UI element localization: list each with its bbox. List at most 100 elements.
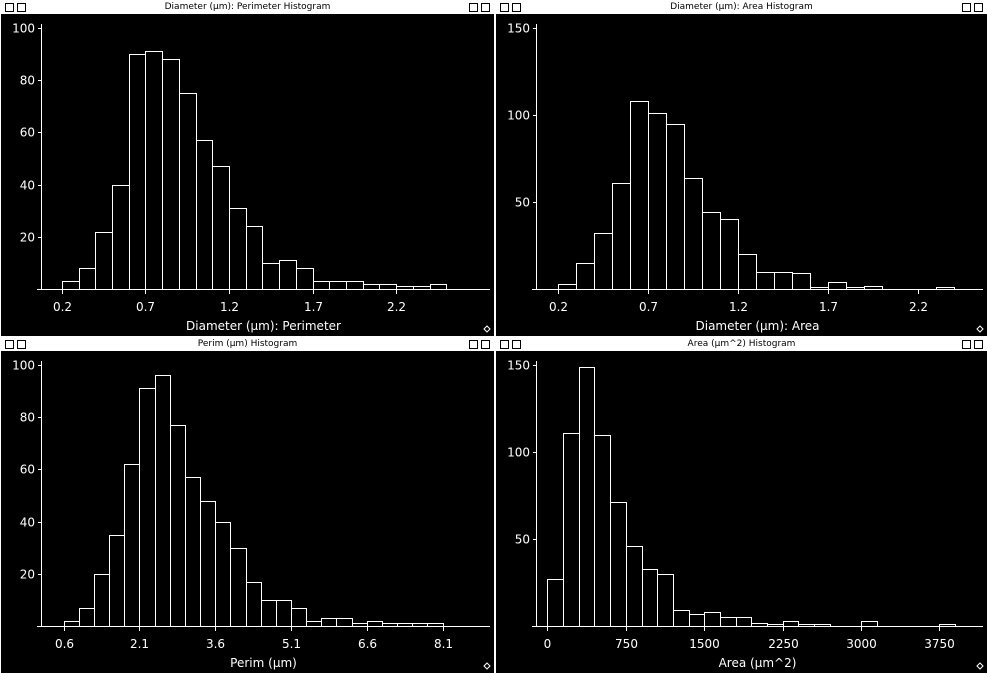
zoom-icon[interactable] [481, 340, 490, 349]
x-tick-label: 2.2 [387, 300, 406, 314]
y-tick-label: 50 [515, 533, 530, 547]
window-title: Perim (µm) Histogram [197, 339, 298, 349]
page-icon[interactable] [469, 340, 478, 349]
histogram-bar [79, 608, 95, 627]
histogram-bar [720, 617, 737, 627]
histogram-bar [346, 281, 364, 290]
histogram-bar [720, 219, 739, 290]
y-tick-label: 150 [507, 359, 530, 373]
play-icon[interactable] [512, 3, 521, 12]
histogram-bar [139, 388, 156, 627]
y-tick-label: 100 [507, 109, 530, 123]
window-title-bar[interactable]: Diameter (µm): Perimeter Histogram [1, 1, 494, 15]
histogram-bar [296, 268, 314, 290]
histogram-bar [109, 535, 125, 627]
x-tick-label: 2.1 [130, 637, 149, 651]
y-tick-label: 100 [12, 22, 35, 36]
histogram-bar [547, 579, 564, 627]
histogram-window-4: Area (µm^2) Histogram 150 100 50 0 750 1500 22… [495, 337, 988, 674]
histogram-bar [129, 54, 146, 290]
histogram-bar [774, 272, 793, 290]
resize-icon[interactable] [482, 661, 492, 671]
histogram-bar [576, 263, 595, 290]
histogram-bar [756, 272, 775, 290]
x-tick-label: 1.2 [729, 300, 748, 314]
play-icon[interactable] [17, 3, 26, 12]
histogram-bar [666, 124, 685, 290]
histogram-plot: 100 80 60 40 20 0.6 2.1 3.6 5.1 6.6 8.1 Perim (µm) [12, 359, 490, 670]
zoom-icon[interactable] [974, 340, 983, 349]
histogram-bar [579, 367, 595, 627]
histogram-bar [215, 522, 231, 627]
histogram-plot: 100 80 60 40 20 0.2 0.7 1.2 1.7 2.2 Diameter (µm):… [12, 22, 490, 333]
window-title: Diameter (µm): Perimeter Histogram [164, 2, 331, 12]
histogram-bar [610, 502, 627, 627]
histogram-bar [246, 582, 262, 627]
histogram-bar [702, 212, 721, 290]
close-icon[interactable] [5, 3, 14, 12]
y-tick-label: 100 [507, 446, 530, 460]
histogram-bar [155, 375, 171, 627]
x-tick-label: 1500 [689, 637, 720, 651]
histogram-bar [861, 621, 878, 627]
page-icon[interactable] [962, 3, 971, 12]
window-title: Area (µm^2) Histogram [687, 339, 796, 349]
x-tick-label: 1.2 [220, 300, 239, 314]
histogram-bar [261, 600, 277, 627]
zoom-icon[interactable] [481, 3, 490, 12]
play-icon[interactable] [17, 340, 26, 349]
histogram-bar [145, 51, 163, 290]
histogram-bar [262, 263, 280, 290]
window-title: Diameter (µm): Area Histogram [670, 2, 813, 12]
y-tick-label: 60 [20, 463, 35, 477]
histogram-bar [563, 433, 580, 627]
y-tick-label: 100 [12, 359, 35, 373]
histogram-plot: 150 100 50 0 750 1500 2250 3000 3750 Area (µm^2) [507, 359, 983, 670]
window-title-bar[interactable]: Perim (µm) Histogram [1, 338, 494, 352]
histogram-bar [112, 185, 130, 290]
x-axis-label: Diameter (µm): Perimeter [186, 319, 341, 333]
histogram-bar [246, 226, 263, 290]
histogram-bar [279, 260, 297, 290]
y-tick-label: 20 [20, 568, 35, 582]
x-tick-label: 3.6 [206, 637, 225, 651]
histogram-bar [200, 501, 216, 627]
page-icon[interactable] [469, 3, 478, 12]
y-tick-label: 50 [515, 196, 530, 210]
histogram-window-3: Perim (µm) Histogram 100 80 60 40 20 0.6 2.1 3.… [0, 337, 495, 674]
x-tick-label: 0 [544, 637, 552, 651]
close-icon[interactable] [5, 340, 14, 349]
histogram-bar [379, 284, 397, 290]
play-icon[interactable] [512, 340, 521, 349]
resize-icon[interactable] [975, 661, 985, 671]
histogram-bar [321, 618, 337, 627]
zoom-icon[interactable] [974, 3, 983, 12]
histogram-bar [124, 464, 140, 627]
x-tick-label: 1.7 [819, 300, 838, 314]
histogram-bar [94, 574, 110, 627]
x-tick-label: 3000 [846, 637, 877, 651]
histogram-bar [689, 614, 705, 627]
histogram-bar [648, 113, 667, 290]
histogram-bar [612, 183, 631, 290]
close-icon[interactable] [500, 3, 509, 12]
histogram-bar [179, 93, 197, 290]
window-title-bar[interactable]: Area (µm^2) Histogram [496, 338, 987, 352]
histogram-bar [673, 610, 690, 627]
x-axis-label: Area (µm^2) [719, 656, 797, 670]
x-tick-label: 0.2 [53, 300, 72, 314]
x-tick-label: 5.1 [282, 637, 301, 651]
histogram-bar [363, 284, 380, 290]
x-axis-label: Perim (µm) [230, 656, 297, 670]
x-tick-label: 3750 [924, 637, 955, 651]
y-tick-label: 150 [507, 22, 530, 36]
y-tick-label: 40 [20, 516, 35, 530]
resize-icon[interactable] [482, 324, 492, 334]
window-title-bar[interactable]: Diameter (µm): Area Histogram [496, 1, 987, 15]
histogram-bar [594, 233, 613, 290]
close-icon[interactable] [500, 340, 509, 349]
y-tick-label: 80 [20, 411, 35, 425]
resize-icon[interactable] [975, 324, 985, 334]
page-icon[interactable] [962, 340, 971, 349]
histogram-bar [313, 281, 330, 290]
